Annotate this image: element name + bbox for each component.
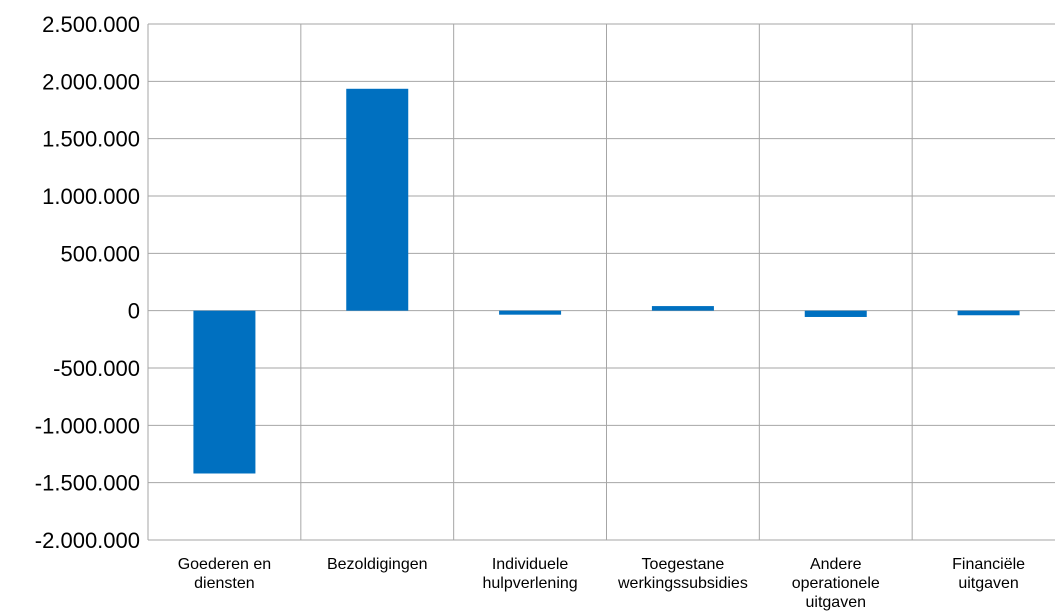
- x-category-label: Bezoldigingen: [327, 556, 428, 573]
- y-tick-label: -500.000: [53, 356, 140, 381]
- y-tick-label: 0: [128, 299, 140, 324]
- y-tick-label: 1.500.000: [42, 127, 140, 152]
- bar: [346, 88, 409, 311]
- x-category-label: Toegestane werkingssubsidies: [617, 556, 748, 592]
- y-tick-label: -2.000.000: [35, 528, 140, 553]
- y-tick-label: 2.000.000: [42, 69, 140, 94]
- x-category-label: Andere operationele uitgaven: [792, 556, 880, 611]
- x-category-label: Goederen en diensten: [178, 556, 271, 592]
- bar: [193, 310, 256, 474]
- bars: [193, 88, 1020, 474]
- x-category-label: Individuele hulpverlening: [482, 556, 577, 592]
- y-tick-label: 500.000: [60, 241, 140, 266]
- bar: [499, 310, 562, 315]
- bar: [804, 310, 867, 317]
- x-axis-category-labels: Goederen en diensten Bezoldigingen Individu…: [178, 556, 1025, 611]
- y-tick-label: -1.500.000: [35, 471, 140, 496]
- bar: [651, 306, 714, 311]
- y-tick-label: 1.000.000: [42, 184, 140, 209]
- x-category-label: Financiële uitgaven: [952, 556, 1025, 592]
- y-tick-label: 2.500.000: [42, 12, 140, 37]
- y-tick-label: -1.000.000: [35, 413, 140, 438]
- bar: [957, 310, 1020, 316]
- gridlines: [147, 23, 1055, 541]
- y-axis-tick-labels: 2.500.000 2.000.000 1.500.000 1.000.000 500.…: [35, 12, 140, 553]
